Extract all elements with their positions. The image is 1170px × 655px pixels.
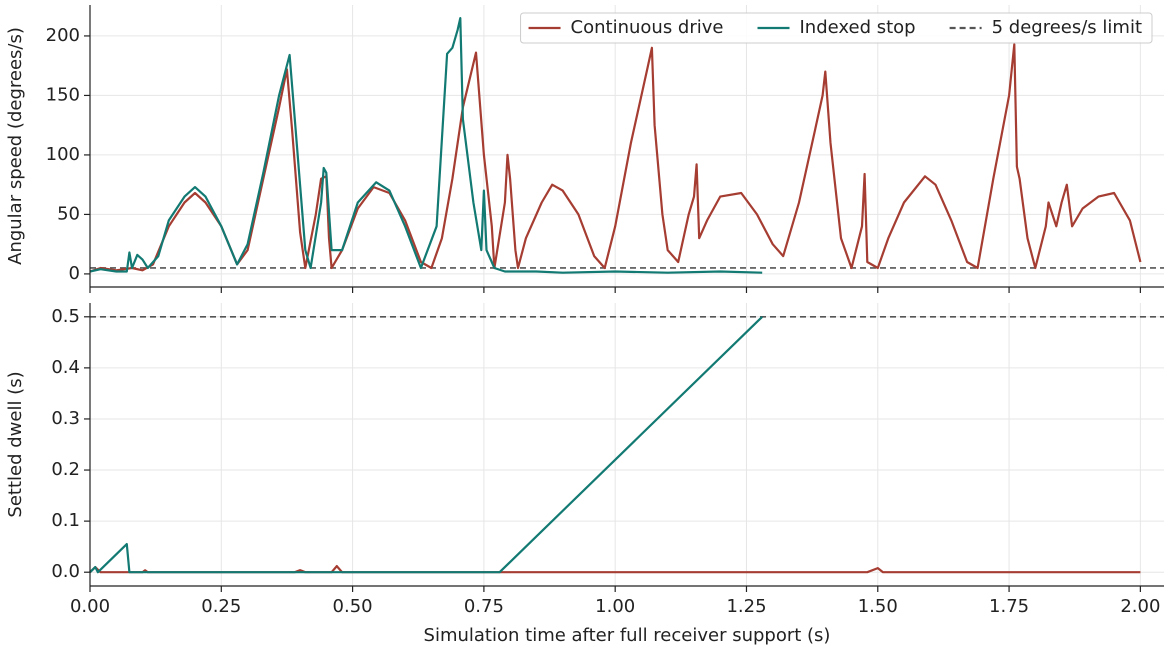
legend-label: Continuous drive [571, 17, 724, 38]
legend-label: 5 degrees/s limit [992, 17, 1142, 38]
y-tick-label: 0.2 [51, 459, 80, 480]
y-tick-label: 0.0 [51, 561, 80, 582]
series-line [89, 316, 763, 574]
legend-label: Indexed stop [800, 17, 916, 38]
y-tick-label: 200 [46, 25, 80, 46]
x-axis-label: Simulation time after full receiver supp… [424, 625, 831, 646]
y-axis-label: Angular speed (degrees/s) [5, 27, 26, 265]
y-tick-label: 0.4 [51, 357, 80, 378]
x-tick-label: 2.00 [1120, 596, 1160, 617]
x-tick-label: 1.50 [858, 596, 898, 617]
y-axis-label: Settled dwell (s) [5, 371, 26, 517]
y-tick-label: 0.5 [51, 306, 80, 327]
y-tick-label: 0 [69, 263, 80, 284]
x-tick-label: 1.75 [989, 596, 1029, 617]
y-tick-label: 100 [46, 144, 80, 165]
x-tick-label: 0.50 [333, 596, 373, 617]
x-tick-label: 0.00 [70, 596, 110, 617]
y-tick-label: 0.3 [51, 408, 80, 429]
series-line [89, 17, 763, 274]
y-tick-label: 150 [46, 84, 80, 105]
y-tick-label: 50 [57, 203, 80, 224]
x-tick-label: 1.25 [726, 596, 766, 617]
x-tick-label: 1.00 [595, 596, 635, 617]
series-line [89, 43, 1142, 273]
x-tick-label: 0.75 [464, 596, 504, 617]
x-tick-label: 0.25 [201, 596, 241, 617]
legend [520, 12, 1153, 44]
y-tick-label: 0.1 [51, 510, 80, 531]
